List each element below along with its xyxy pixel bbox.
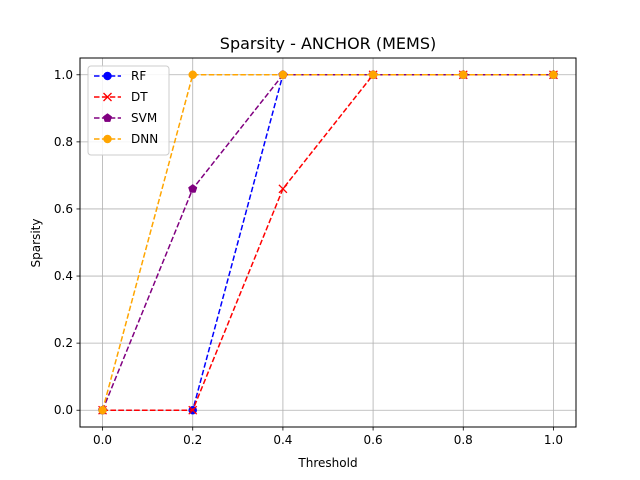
data-point-svm (188, 184, 198, 193)
legend-item-dnn: DNN (94, 132, 158, 146)
series-line-dnn (101, 74, 554, 411)
y-axis-label: Sparsity (29, 219, 43, 268)
x-tick-label: 0.8 (454, 433, 473, 447)
grid (80, 58, 576, 427)
x-tick-label: 0.4 (273, 433, 292, 447)
data-point-dnn (278, 70, 288, 80)
data-point-dnn (368, 70, 378, 80)
legend-box (87, 65, 170, 156)
y-tick-label: 0.2 (54, 336, 73, 350)
y-tick-label: 1.0 (54, 68, 73, 82)
data-point-dnn (188, 70, 197, 80)
chart-title: Sparsity - ANCHOR (MEMS) (220, 34, 436, 53)
y-tick-label: 0.0 (54, 403, 73, 417)
plot-area-frame (79, 57, 577, 428)
x-tick-label: 0.0 (93, 433, 112, 447)
x-tick-label: 0.6 (364, 433, 383, 447)
data-point-dnn (98, 405, 107, 415)
x-tick-label: 0.2 (183, 433, 202, 447)
data-point-dnn (549, 70, 558, 80)
y-tick-label: 0.4 (54, 269, 73, 283)
series-dnn (98, 70, 558, 415)
x-tick-label: 1.0 (544, 433, 563, 447)
series-layer (97, 69, 559, 415)
y-tick-label: 0.6 (54, 202, 73, 216)
data-point-dnn (459, 70, 468, 80)
legend-item-dt: DT (94, 90, 148, 104)
data-point-dt (188, 405, 198, 415)
legend-item-svm: SVM (94, 111, 157, 125)
legend-label-dt: DT (131, 90, 148, 104)
legend-marker-rf (103, 71, 112, 81)
legend-label-svm: SVM (131, 111, 157, 125)
data-point-dt (278, 184, 288, 194)
ticks: 0.0 0.2 0.4 0.6 0.8 1.0 0.0 0.2 0.4 0.6 0.8 1.0 (54, 68, 563, 447)
x-axis-label: Threshold (297, 456, 357, 470)
y-tick-label: 0.8 (54, 135, 73, 149)
legend-label-dnn: DNN (131, 132, 158, 146)
legend-item-rf: RF (94, 69, 146, 83)
legend: RF DT SVM DNN (87, 65, 170, 156)
legend-marker-dt (103, 92, 112, 102)
legend-label-rf: RF (131, 69, 146, 83)
legend-marker-svm (102, 113, 113, 122)
legend-marker-dnn (103, 134, 112, 144)
